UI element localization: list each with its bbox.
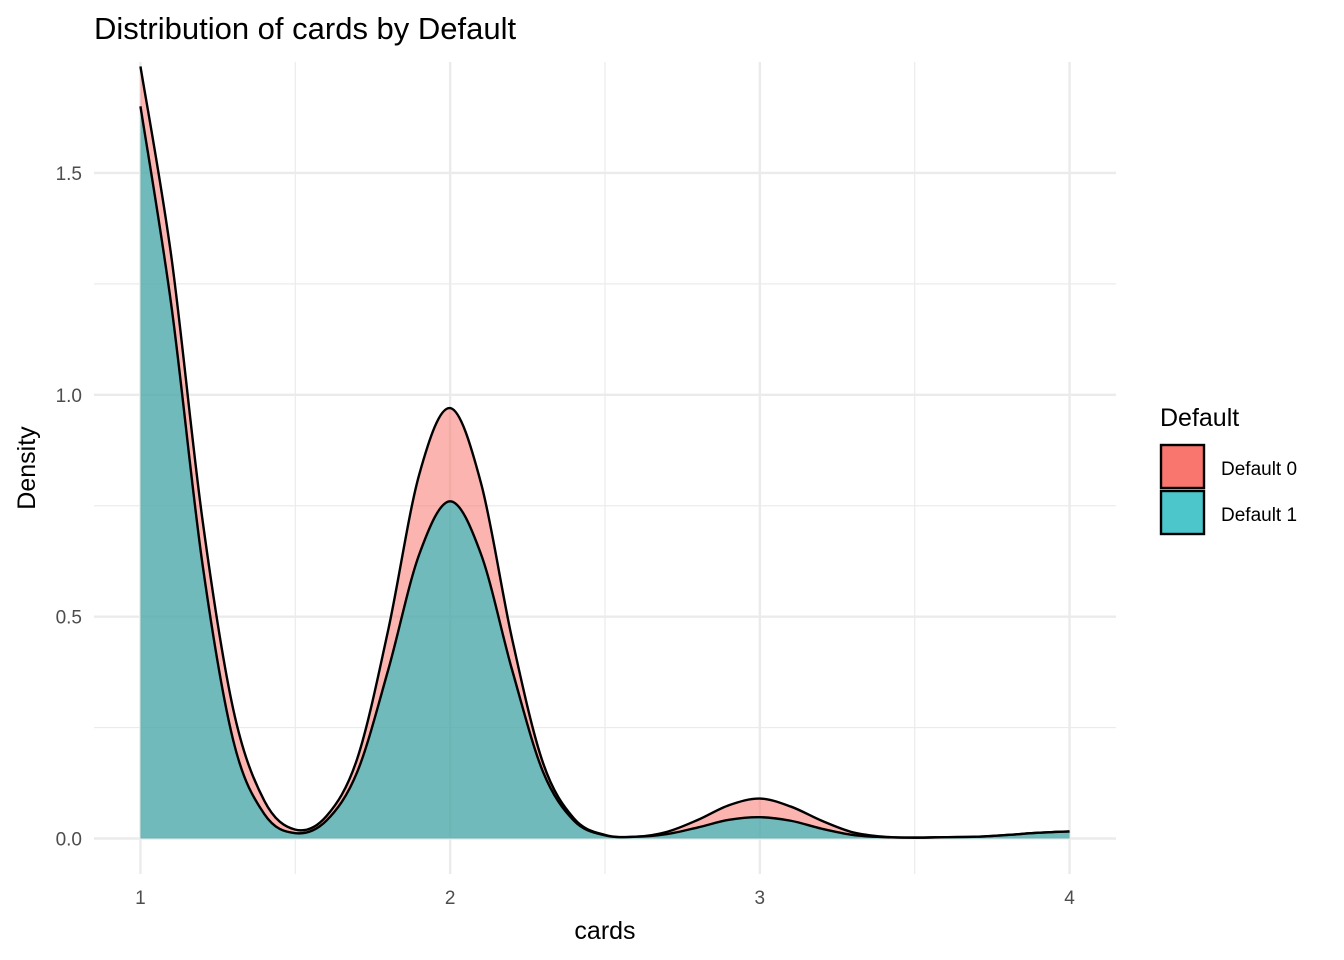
density-areas: [139, 66, 1070, 839]
y-tick-label: 1.0: [56, 386, 82, 407]
y-tick-label: 1.5: [56, 164, 82, 185]
density-fill-default-1: [140, 106, 1070, 839]
legend-label-default-1: Default 1: [1221, 505, 1297, 526]
grid: [94, 62, 1116, 874]
legend-key-default-0: [1159, 443, 1206, 490]
x-tick-label: 1: [135, 888, 146, 909]
density-line-default-1: [139, 106, 1070, 839]
x-tick-label: 4: [1064, 888, 1075, 909]
x-axis-ticks: 1 2 3 4: [135, 888, 1075, 909]
legend-title: Default: [1160, 404, 1239, 432]
legend-label-default-0: Default 0: [1221, 459, 1297, 480]
x-tick-label: 2: [445, 888, 456, 909]
chart-title: Distribution of cards by Default: [94, 11, 517, 46]
y-axis-ticks: 0.0 0.5 1.0 1.5: [56, 164, 82, 851]
y-tick-label: 0.0: [56, 830, 82, 851]
legend-key-default-1: [1159, 489, 1206, 536]
y-tick-label: 0.5: [56, 608, 82, 629]
legend: Default Default 0 Default 1: [1159, 404, 1297, 536]
y-axis-title: Density: [13, 426, 41, 510]
x-axis-title: cards: [574, 917, 635, 945]
x-tick-label: 3: [755, 888, 766, 909]
